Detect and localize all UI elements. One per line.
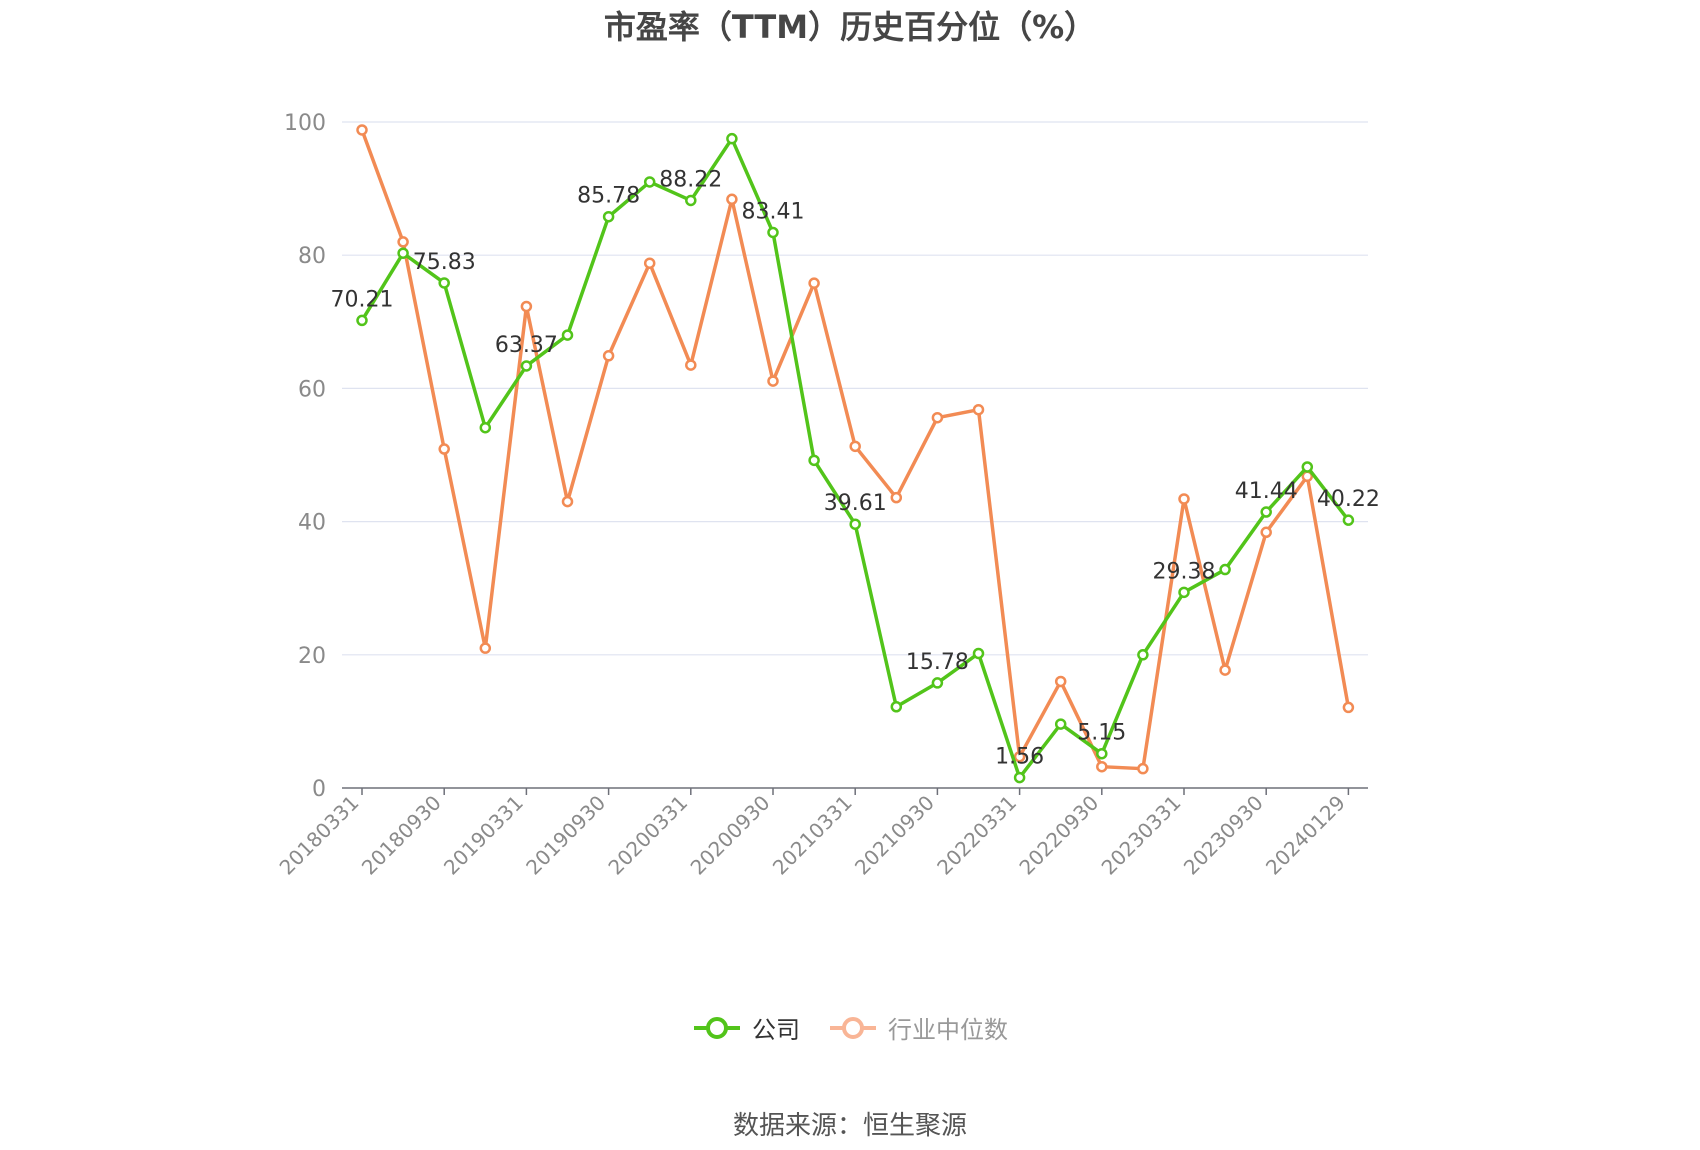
data-point-1	[1342, 701, 1355, 714]
x-tick-label: 20190930	[521, 791, 610, 880]
data-point-0	[685, 194, 697, 207]
y-tick-label: 0	[312, 777, 326, 802]
x-tick-label: 20230331	[1097, 791, 1186, 880]
x-tick-label: 20180930	[357, 791, 446, 880]
data-point-0	[438, 277, 450, 289]
x-tick-label: 20210930	[850, 791, 939, 880]
data-point-0	[561, 329, 574, 341]
data-point-0	[1013, 771, 1026, 784]
data-label: 39.61	[824, 491, 887, 516]
x-tick-label: 20220331	[932, 791, 1021, 880]
data-point-0	[931, 677, 944, 689]
data-point-0	[726, 132, 738, 145]
y-tick-label: 80	[298, 244, 326, 269]
data-label: 70.21	[331, 287, 394, 312]
data-point-0	[1178, 586, 1190, 599]
x-tick-label: 20190331	[439, 791, 528, 880]
data-point-1	[520, 300, 533, 313]
data-point-1	[808, 277, 820, 289]
data-point-1	[356, 124, 368, 136]
y-tick-label: 20	[298, 644, 326, 669]
data-point-0	[356, 314, 368, 327]
data-point-0	[767, 226, 779, 239]
data-point-1	[561, 495, 574, 508]
data-point-0	[890, 700, 903, 713]
series-line-0	[360, 136, 1350, 780]
data-point-1	[685, 359, 697, 371]
data-label: 41.44	[1235, 479, 1298, 504]
data-point-0	[972, 647, 985, 660]
data-point-1	[890, 491, 903, 504]
y-tick-label: 100	[284, 111, 326, 136]
data-point-1	[1137, 762, 1149, 775]
data-point-1	[849, 440, 861, 453]
data-label: 88.22	[659, 167, 722, 192]
y-tick-label: 40	[298, 511, 326, 536]
data-labels: 70.21 75.83 63.37 85.78 88.22 83.41 39.61 15.78…	[331, 167, 1380, 769]
legend: 公司 行业中位数	[0, 1010, 1700, 1045]
data-point-0	[602, 210, 615, 223]
y-tick-label: 60	[298, 377, 326, 402]
x-tick-label: 20180331	[275, 791, 364, 880]
data-point-0	[397, 247, 409, 259]
data-point-1	[972, 403, 985, 416]
data-point-1	[767, 375, 779, 387]
legend-label-industry: 行业中位数	[888, 1016, 1008, 1044]
data-point-1	[1219, 664, 1231, 676]
x-tick-label: 20230930	[1179, 791, 1268, 880]
data-label: 15.78	[906, 650, 969, 675]
data-point-1	[643, 257, 656, 269]
x-tick-label: 20200331	[603, 791, 692, 880]
data-label: 83.41	[742, 199, 805, 224]
y-axis-ticks: 0 20 40 60 80 100	[284, 111, 326, 802]
data-point-0	[808, 454, 820, 467]
x-tick-label: 20210331	[768, 791, 857, 880]
data-point-0	[1260, 506, 1272, 518]
data-label: 29.38	[1153, 559, 1216, 584]
data-point-0	[1096, 747, 1108, 760]
data-point-1	[931, 411, 944, 424]
data-label: 5.15	[1077, 721, 1126, 746]
series-group	[356, 124, 1355, 784]
legend-label-company: 公司	[752, 1016, 800, 1044]
data-label: 1.56	[995, 745, 1044, 770]
data-point-1	[1013, 750, 1026, 763]
data-point-1	[438, 443, 450, 455]
data-point-0	[1219, 563, 1231, 576]
data-source: 数据来源：恒生聚源	[732, 1111, 967, 1141]
legend-company-icon	[694, 1016, 740, 1039]
legend-industry-icon	[830, 1016, 876, 1039]
line-chart: 0 20 40 60 80 100 201803312018093020190331201…	[275, 111, 1380, 880]
data-point-1	[1260, 526, 1272, 539]
data-point-0	[849, 518, 861, 530]
data-point-0	[1137, 649, 1149, 661]
data-label: 75.83	[413, 250, 476, 275]
data-label: 40.22	[1317, 487, 1380, 512]
data-point-1	[1178, 493, 1190, 505]
data-point-1	[1096, 760, 1108, 773]
data-point-0	[479, 421, 492, 434]
x-tick-label: 20220930	[1014, 791, 1103, 880]
data-label: 85.78	[577, 184, 640, 209]
data-point-1	[479, 642, 492, 654]
data-point-0	[520, 360, 533, 372]
data-point-0	[1342, 514, 1355, 526]
data-point-1	[602, 350, 615, 362]
data-label: 63.37	[495, 333, 558, 358]
chart-title: 市盈率（TTM）历史百分位（%）	[603, 8, 1097, 46]
data-point-0	[1301, 461, 1314, 473]
data-point-0	[1054, 718, 1067, 730]
data-point-1	[1054, 675, 1067, 688]
legend-item-industry[interactable]: 行业中位数	[828, 1010, 1008, 1045]
data-point-1	[726, 193, 738, 206]
x-axis: 2018033120180930201903312019093020200331…	[275, 787, 1368, 880]
x-tick-label: 20200930	[686, 791, 775, 880]
legend-item-company[interactable]: 公司	[692, 1010, 800, 1045]
x-tick-label: 20240129	[1261, 791, 1350, 880]
data-point-1	[397, 236, 409, 248]
data-point-0	[643, 176, 656, 188]
